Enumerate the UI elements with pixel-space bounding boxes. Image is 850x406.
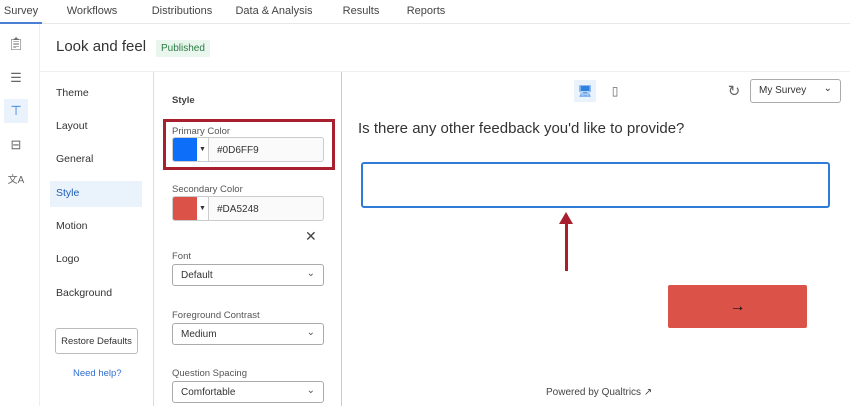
paint-roller-icon[interactable]: ⊤ [4, 99, 28, 123]
survey-select-value: My Survey [759, 85, 807, 96]
secondary-color-swatch[interactable] [173, 197, 197, 220]
foreground-contrast-label: Foreground Contrast [172, 310, 260, 321]
sidebar-item-background[interactable]: Background [56, 287, 113, 299]
tab-workflows[interactable]: Workflows [66, 5, 118, 17]
powered-by-link[interactable]: Powered by Qualtrics ↗ [546, 387, 652, 398]
font-label: Font [172, 251, 192, 262]
chevron-down-icon: ⌄ [306, 268, 315, 279]
feedback-textbox[interactable] [361, 162, 830, 208]
tab-distributions[interactable]: Distributions [151, 5, 213, 17]
need-help-link[interactable]: Need help? [73, 368, 122, 379]
chevron-down-icon: ⌄ [306, 385, 315, 396]
question-text: Is there any other feedback you'd like t… [358, 120, 685, 137]
primary-color-highlight [163, 119, 335, 170]
secondary-color-input[interactable]: #DA5248 [217, 204, 259, 215]
close-icon[interactable]: ✕ [305, 228, 317, 244]
tab-results[interactable]: Results [342, 5, 380, 17]
sidebar-item-theme[interactable]: Theme [56, 87, 89, 99]
primary-color-swatch[interactable] [173, 138, 197, 161]
caret-down-icon[interactable]: ▼ [197, 197, 209, 220]
foreground-contrast-select[interactable]: Medium ⌄ [172, 323, 324, 345]
sidebar-item-layout[interactable]: Layout [56, 120, 88, 132]
style-panel: Style Primary Color ▼ #0D6FF9 Secondary … [154, 72, 342, 406]
primary-color-input[interactable]: #0D6FF9 [217, 145, 259, 156]
desktop-icon[interactable]: 🖥︎ [574, 80, 596, 102]
refresh-icon[interactable]: ↻ [727, 83, 741, 100]
tab-survey[interactable]: Survey [0, 0, 42, 24]
font-value: Default [181, 270, 213, 281]
top-nav: Survey Workflows Distributions Data & An… [0, 0, 850, 24]
sidebar-item-general[interactable]: General [56, 153, 94, 165]
sidebar-item-logo[interactable]: Logo [56, 253, 80, 265]
annotation-arrow [565, 215, 568, 271]
left-rail: 📋︎ ☰ ⊤ ⊟ 文A [0, 24, 40, 406]
style-heading: Style [172, 95, 195, 106]
powered-by-text: Powered by Qualtrics [546, 387, 642, 398]
sidebar-item-style[interactable]: Style [50, 181, 142, 207]
page-header: Look and feel Published [40, 24, 850, 72]
next-button[interactable]: → [668, 285, 807, 328]
survey-preview: 🖥︎ ▯ ↻ My Survey ⌄ Is there any other fee… [343, 72, 850, 406]
sidebar-item-motion[interactable]: Motion [56, 220, 88, 232]
options-icon[interactable]: ⊟ [10, 137, 22, 152]
external-link-icon: ↗ [643, 387, 653, 398]
translate-icon[interactable]: 文A [7, 174, 25, 186]
spacing-value: Comfortable [181, 387, 236, 398]
secondary-color-field[interactable]: ▼ #DA5248 [172, 196, 324, 221]
font-select[interactable]: Default ⌄ [172, 264, 324, 286]
page-title: Look and feel [56, 38, 147, 55]
chevron-down-icon: ⌄ [823, 83, 832, 94]
chevron-down-icon: ⌄ [306, 327, 315, 338]
tab-data-analysis[interactable]: Data & Analysis [235, 5, 313, 17]
question-spacing-select[interactable]: Comfortable ⌄ [172, 381, 324, 403]
survey-select[interactable]: My Survey ⌄ [750, 79, 841, 103]
tab-reports[interactable]: Reports [406, 5, 446, 17]
restore-defaults-button[interactable]: Restore Defaults [55, 328, 138, 354]
look-feel-sidebar: Theme Layout General Style Motion Logo B… [40, 72, 154, 406]
contrast-value: Medium [181, 329, 217, 340]
primary-color-label: Primary Color [172, 126, 231, 137]
layout-icon[interactable]: ☰ [10, 70, 22, 85]
clipboard-icon[interactable]: 📋︎ [7, 36, 25, 51]
secondary-color-label: Secondary Color [172, 184, 243, 195]
caret-down-icon[interactable]: ▼ [197, 138, 209, 161]
status-badge: Published [156, 40, 210, 57]
mobile-icon[interactable]: ▯ [611, 84, 619, 98]
question-spacing-label: Question Spacing [172, 368, 247, 379]
primary-color-field[interactable]: ▼ #0D6FF9 [172, 137, 324, 162]
